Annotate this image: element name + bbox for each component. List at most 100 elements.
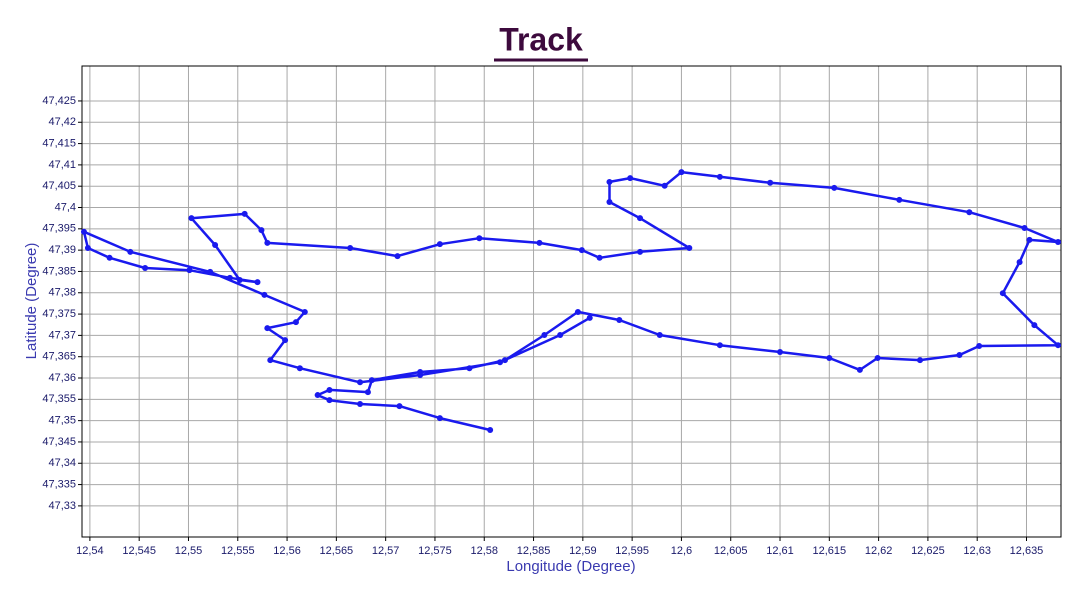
- track-point: [637, 248, 644, 255]
- track-point: [226, 274, 233, 281]
- x-tick-label: 12,625: [911, 545, 945, 557]
- x-tick-label: 12,56: [273, 545, 301, 557]
- x-tick-label: 12,63: [963, 545, 991, 557]
- track-point: [606, 178, 613, 185]
- track-line: [82, 170, 1060, 432]
- track-point: [596, 254, 603, 261]
- track-point: [347, 245, 354, 252]
- track-point: [127, 248, 134, 255]
- track-point: [267, 357, 274, 364]
- y-tick-label: 47,42: [48, 116, 76, 128]
- y-tick-label: 47,365: [42, 351, 76, 363]
- track-point: [1016, 259, 1023, 266]
- y-tick-label: 47,415: [42, 137, 76, 149]
- track-point: [956, 351, 963, 358]
- track-point: [212, 242, 219, 249]
- track-point: [296, 365, 303, 372]
- track-point: [501, 357, 508, 364]
- track-point: [777, 349, 784, 356]
- track-point: [578, 247, 585, 254]
- track-point: [856, 366, 863, 373]
- track-point: [767, 179, 774, 186]
- track-point: [368, 377, 375, 384]
- track-point: [314, 392, 321, 399]
- track-point: [686, 245, 693, 252]
- track-point: [661, 182, 668, 189]
- track-point: [292, 319, 299, 326]
- track-point: [497, 359, 504, 366]
- x-tick-label: 12,55: [175, 545, 203, 557]
- track-point: [364, 389, 371, 396]
- track-point: [616, 317, 623, 324]
- track-point: [301, 308, 308, 315]
- track-point: [487, 427, 494, 434]
- track-point: [999, 290, 1006, 297]
- y-tick-label: 47,35: [48, 415, 76, 427]
- track-point: [264, 325, 271, 332]
- track-point: [1055, 239, 1062, 246]
- track-point: [241, 210, 248, 217]
- track-point: [188, 215, 195, 222]
- track-point: [436, 415, 443, 422]
- track-point: [541, 331, 548, 338]
- plot-area: [82, 66, 1061, 537]
- y-tick-label: 47,375: [42, 308, 76, 320]
- chart-title: Track: [499, 21, 583, 57]
- x-tick-label: 12,6: [671, 545, 692, 557]
- track-point: [394, 253, 401, 260]
- track-point: [254, 279, 261, 286]
- track-point: [326, 397, 333, 404]
- track-point: [896, 196, 903, 203]
- track-point: [716, 342, 723, 349]
- y-tick-label: 47,39: [48, 244, 76, 256]
- y-tick-label: 47,4: [55, 201, 76, 213]
- track-point: [966, 209, 973, 216]
- track-point: [142, 265, 149, 272]
- track-point: [1026, 236, 1033, 243]
- x-tick-label: 12,545: [122, 545, 156, 557]
- x-tick-label: 12,59: [569, 545, 597, 557]
- y-tick-label: 47,37: [48, 329, 76, 341]
- track-point: [1031, 322, 1038, 329]
- track-point: [557, 331, 564, 338]
- x-tick-label: 12,54: [76, 545, 104, 557]
- track-point: [656, 331, 663, 338]
- track-point: [282, 337, 289, 344]
- track-point: [831, 184, 838, 191]
- track-point: [396, 403, 403, 410]
- track-point: [106, 254, 113, 261]
- track-point: [258, 227, 265, 234]
- track-point: [436, 241, 443, 248]
- track-point: [586, 314, 593, 321]
- y-tick-label: 47,385: [42, 265, 76, 277]
- track-point: [574, 308, 581, 315]
- track-point: [261, 291, 268, 298]
- x-tick-label: 12,605: [714, 545, 748, 557]
- y-tick-label: 47,33: [48, 500, 76, 512]
- y-tick-label: 47,405: [42, 180, 76, 192]
- track-point: [417, 372, 424, 379]
- track-point: [678, 169, 685, 176]
- x-tick-label: 12,61: [766, 545, 794, 557]
- track-point: [326, 386, 333, 393]
- track-point: [476, 235, 483, 242]
- plot-border: [81, 65, 1062, 538]
- y-tick-label: 47,34: [48, 457, 76, 469]
- y-tick-label: 47,425: [42, 95, 76, 107]
- track-point: [917, 357, 924, 364]
- x-tick-label: 12,565: [320, 545, 354, 557]
- x-tick-label: 12,57: [372, 545, 400, 557]
- track-point: [80, 228, 87, 235]
- track-point: [627, 175, 634, 182]
- track-point: [1055, 342, 1062, 349]
- x-tick-label: 12,615: [812, 545, 846, 557]
- x-tick-label: 12,555: [221, 545, 255, 557]
- x-tick-label: 12,595: [615, 545, 649, 557]
- y-tick-label: 47,36: [48, 372, 76, 384]
- track-point: [207, 268, 214, 275]
- x-axis-label: Longitude (Degree): [506, 558, 635, 575]
- track-point: [357, 401, 364, 408]
- x-tick-label: 12,635: [1010, 545, 1044, 557]
- track-point: [236, 276, 243, 283]
